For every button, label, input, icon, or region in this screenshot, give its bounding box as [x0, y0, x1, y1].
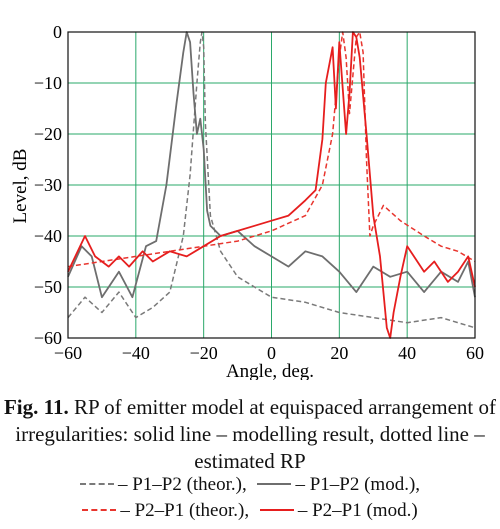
legend-swatch-p2p1-theor	[82, 509, 117, 512]
legend-label: – P2–P1 (theor.),	[120, 500, 250, 521]
legend-item-p2p1-theor: – P2–P1 (theor.),	[82, 498, 249, 523]
caption-text: RP of emitter model at equispaced arrang…	[15, 395, 496, 473]
y-tick-label: −40	[34, 226, 62, 246]
legend-label: – P1–P2 (mod.),	[295, 474, 421, 495]
y-tick-label: 0	[53, 22, 62, 42]
legend-label: – P2–P1 (mod.)	[297, 500, 418, 521]
y-tick-label: −10	[34, 73, 62, 93]
x-tick-label: 40	[398, 343, 416, 363]
series-line-3	[67, 31, 476, 339]
chart: 0 −10 −20 −30 −40 −50 −60 −60 −40 −20 0 20 40 60 Ang…	[10, 22, 484, 380]
plot-frame	[67, 31, 476, 339]
legend-row-1: – P1–P2 (theor.), – P1–P2 (mod.),	[0, 472, 500, 497]
x-tick-labels: −60 −40 −20 0 20 40 60	[54, 343, 484, 363]
x-tick-label: 60	[466, 343, 484, 363]
figure-caption: Fig. 11. RP of emitter model at equispac…	[0, 394, 500, 475]
legend-label: – P1–P2 (theor.),	[117, 474, 247, 495]
x-axis-label: Angle, deg.	[226, 361, 314, 380]
y-tick-label: −20	[34, 124, 62, 144]
legend-item-p2p1-mod: – P2–P1 (mod.)	[259, 498, 418, 523]
series-group	[67, 31, 476, 339]
legend-row-2: – P2–P1 (theor.), – P2–P1 (mod.)	[0, 498, 500, 523]
legend-item-p1p2-mod: – P1–P2 (mod.),	[257, 472, 420, 497]
legend-swatch-p2p1-mod	[259, 509, 294, 512]
x-tick-label: −20	[190, 343, 218, 363]
legend-swatch-p1p2-theor	[79, 483, 114, 486]
series-line-0	[67, 31, 476, 329]
y-tick-label: −30	[34, 175, 62, 195]
y-tick-labels: 0 −10 −20 −30 −40 −50 −60	[34, 22, 62, 348]
x-tick-label: −60	[54, 343, 82, 363]
caption-fig-label: Fig. 11.	[3, 395, 69, 419]
y-axis-label: Level, dB	[10, 149, 31, 224]
y-tick-label: −60	[34, 328, 62, 348]
legend-item-p1p2-theor: – P1–P2 (theor.),	[79, 472, 247, 497]
x-tick-label: 0	[267, 343, 276, 363]
y-tick-label: −50	[34, 277, 62, 297]
x-tick-label: −40	[122, 343, 150, 363]
legend-swatch-p1p2-mod	[257, 483, 292, 486]
x-tick-label: 20	[330, 343, 348, 363]
